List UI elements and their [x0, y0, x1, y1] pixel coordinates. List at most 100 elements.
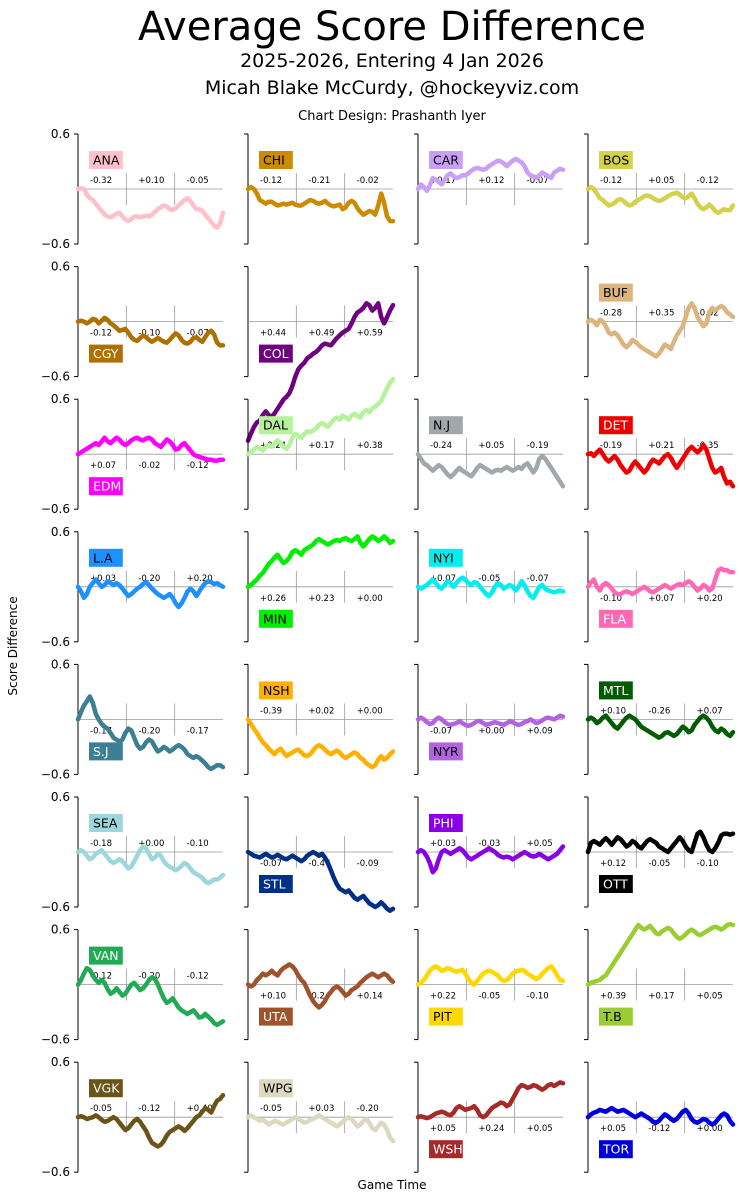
series-line-dal	[245, 376, 396, 457]
period-value-1: +0.26	[260, 594, 286, 604]
period-value-2: +0.12	[478, 176, 504, 186]
panel-wsh-30: +0.05 +0.24 +0.05 WSH	[414, 1061, 566, 1173]
team-badge-label: DET	[603, 418, 629, 433]
period-value-2: -0.26	[648, 706, 670, 716]
chart-subtitle-season: 2025-2026, Entering 4 Jan 2026	[240, 50, 544, 72]
series-line-phi	[415, 844, 566, 875]
series-line-min	[245, 534, 396, 590]
period-value-1: -0.12	[90, 329, 112, 339]
period-value-2: +0.49	[308, 329, 334, 339]
y-tick-label-top: 0.6	[51, 1055, 70, 1069]
period-value-2: -0.02	[138, 461, 160, 471]
period-value-3: -0.02	[357, 176, 379, 186]
chart-design-credit: Chart Design: Prashanth Iyer	[298, 109, 486, 124]
team-badge-label: MTL	[603, 683, 628, 698]
period-value-2: -0.10	[138, 329, 160, 339]
panel-pit-26: +0.22 -0.05 -0.10 PIT	[414, 929, 566, 1041]
series-line-tor	[585, 1105, 736, 1127]
period-value-2: +0.17	[308, 441, 334, 451]
team-badge-label: CHI	[263, 153, 285, 168]
period-value-1: -0.12	[90, 972, 112, 982]
period-value-2: -0.05	[648, 859, 670, 869]
series-line-tb	[585, 921, 736, 987]
chart-title: Average Score Difference	[138, 4, 646, 50]
y-tick-label-top: 0.6	[51, 392, 70, 406]
panel-stl-21: -0.07 -0.47 -0.09 STL	[244, 796, 396, 913]
period-value-3: +0.14	[357, 992, 383, 1002]
team-badge-bg	[259, 875, 293, 893]
period-value-3: -0.10	[697, 859, 719, 869]
period-value-3: -0.05	[187, 176, 209, 186]
period-value-1: -0.05	[260, 1104, 282, 1114]
team-badge-label: STL	[263, 877, 286, 892]
series-line-buf	[585, 301, 736, 359]
team-badge-label: WPG	[263, 1081, 293, 1096]
period-value-1: +0.12	[600, 859, 626, 869]
panel-chi-1: -0.12 -0.21 -0.02 CHI	[244, 133, 396, 245]
panel-uta-25: +0.10 -0.24 +0.14 UTA	[244, 929, 396, 1041]
y-tick-label-top: 0.6	[51, 923, 70, 937]
team-badge-bg	[599, 609, 633, 628]
team-badge-label: UTA	[263, 1009, 288, 1024]
panel-ott-23: +0.12 -0.05 -0.10 OTT	[584, 796, 736, 908]
team-badge-bg	[259, 1007, 293, 1026]
team-badge-label: BOS	[603, 153, 629, 168]
period-value-1: +0.07	[430, 574, 456, 584]
period-value-1: +0.05	[600, 1124, 626, 1134]
period-value-3: +0.38	[357, 441, 383, 451]
panel-fla-15: -0.10 +0.07 +0.20 FLA	[584, 531, 736, 643]
period-value-3: -0.19	[527, 441, 549, 451]
team-badge-label: CGY	[93, 346, 119, 361]
panel-mtl-19: +0.10 -0.26 +0.07 MTL	[584, 663, 736, 775]
series-line-sea	[75, 844, 226, 886]
team-badge-bg	[259, 416, 293, 435]
period-value-3: +0.05	[697, 992, 723, 1002]
panel-sea-20: 0.6 −0.6 -0.18 +0.00 -0.10 SEA	[41, 790, 226, 914]
y-tick-label-bottom: −0.6	[41, 635, 70, 649]
y-tick-label-bottom: −0.6	[41, 502, 70, 516]
period-value-1: -0.32	[90, 176, 112, 186]
period-value-3: +0.20	[187, 574, 213, 584]
period-value-1: -0.05	[90, 1104, 112, 1114]
team-badge-label: BUF	[603, 285, 628, 300]
team-badge-bg	[259, 344, 293, 363]
team-badge-label: OTT	[603, 877, 628, 892]
series-line-car	[415, 156, 566, 194]
panel-phi-22: +0.03 -0.03 +0.05 PHI	[414, 796, 566, 908]
period-value-2: +0.17	[648, 992, 674, 1002]
period-value-3: -0.10	[187, 839, 209, 849]
period-value-1: +0.03	[90, 574, 116, 584]
period-value-1: -0.17	[90, 726, 112, 736]
period-value-2: -0.20	[138, 726, 160, 736]
period-value-3: +0.05	[527, 1124, 553, 1134]
period-value-2: +0.03	[308, 1104, 334, 1114]
period-value-2: -0.05	[478, 992, 500, 1002]
team-badge-label: COL	[263, 346, 289, 361]
period-value-1: -0.12	[600, 176, 622, 186]
period-value-3: +0.59	[357, 329, 383, 339]
y-tick-label-top: 0.6	[51, 127, 70, 141]
series-line-nyr	[415, 713, 566, 729]
y-tick-label-top: 0.6	[51, 790, 70, 804]
period-value-2: -0.20	[138, 574, 160, 584]
series-line-pit	[415, 964, 566, 987]
team-badge-bg	[259, 1079, 293, 1098]
period-value-3: +0.20	[697, 594, 723, 604]
team-badge-label: VGK	[93, 1081, 120, 1096]
team-badge-bg	[259, 151, 293, 169]
period-value-1: -0.24	[430, 441, 452, 451]
team-badge-bg	[89, 742, 123, 761]
series-line-nsh	[245, 717, 396, 770]
period-value-3: -0.07	[187, 329, 209, 339]
panel-nsh-17: -0.39 +0.02 +0.00 NSH	[244, 663, 396, 775]
team-badge-bg	[89, 344, 123, 363]
y-tick-label-top: 0.6	[51, 260, 70, 274]
team-badge-bg	[599, 1140, 633, 1159]
period-value-2: +0.02	[308, 706, 334, 716]
team-badge-label: L.A	[93, 550, 113, 565]
panel-cgy-4: 0.6 −0.6 -0.12 -0.10 -0.07 CGY	[41, 260, 226, 384]
team-badge-label: PIT	[433, 1009, 452, 1024]
team-badge-bg	[259, 681, 293, 700]
team-badge-label: FLA	[603, 611, 626, 626]
